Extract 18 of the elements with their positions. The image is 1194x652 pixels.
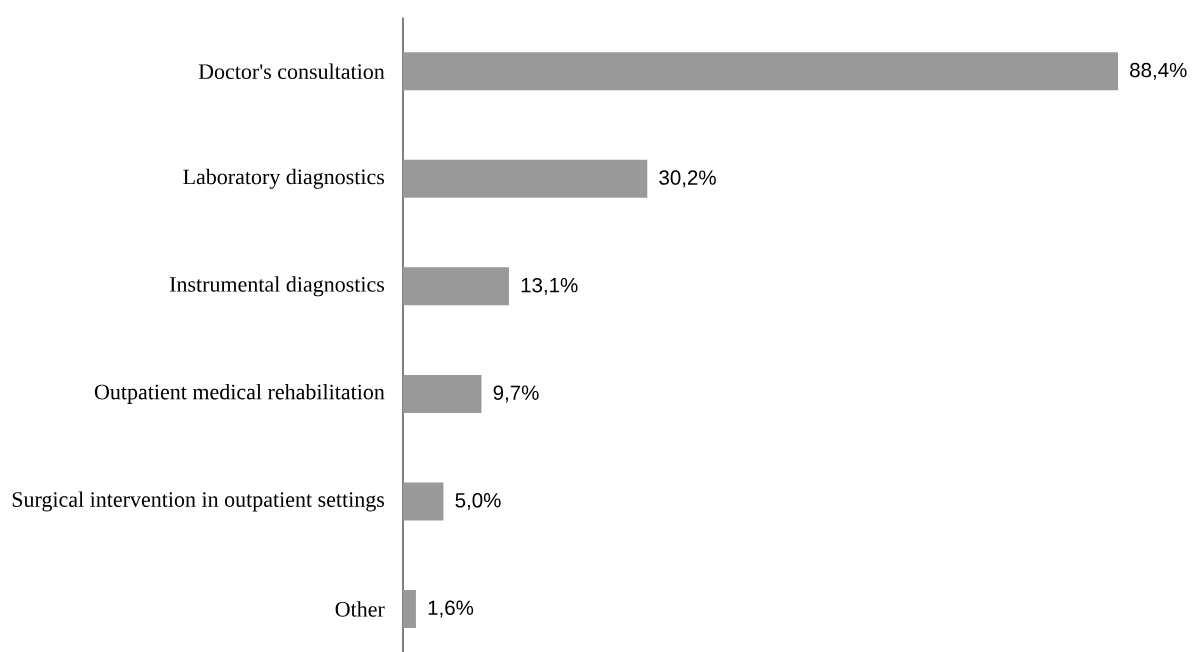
bar xyxy=(403,267,509,306)
bar xyxy=(403,482,444,521)
data-label: 5,0% xyxy=(455,492,501,510)
bar xyxy=(403,52,1119,91)
data-label: 13,1% xyxy=(521,277,578,295)
bar xyxy=(403,589,416,628)
y-tick-label: Doctor's consultation xyxy=(198,63,385,80)
y-tick-label: Other xyxy=(335,601,385,617)
data-label: 9,7% xyxy=(493,385,539,403)
bar xyxy=(403,374,482,413)
y-tick-label: Instrumental diagnostics xyxy=(169,276,385,297)
data-label: 1,6% xyxy=(428,600,474,618)
bar xyxy=(403,159,648,198)
y-tick-label: Outpatient medical rehabilitation xyxy=(94,383,385,404)
y-tick-label: Laboratory diagnostics xyxy=(183,168,385,189)
data-label: 30,2% xyxy=(659,170,716,188)
y-tick-label: Surgical intervention in outpatient settings xyxy=(12,491,385,512)
data-label: 88,4% xyxy=(1130,62,1187,80)
